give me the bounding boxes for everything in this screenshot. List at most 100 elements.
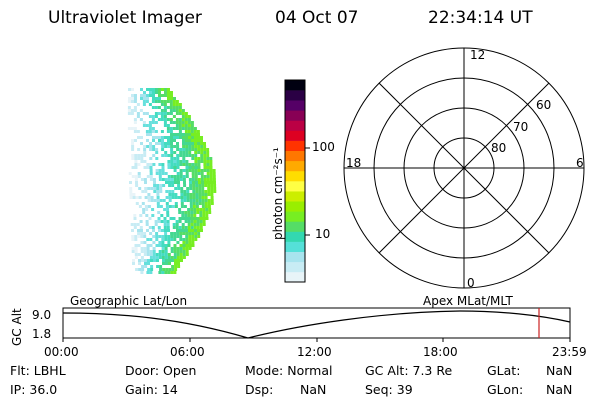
- aurora-pixel: [176, 163, 180, 166]
- aurora-pixel: [178, 118, 182, 121]
- aurora-pixel: [171, 265, 175, 268]
- aurora-pixel: [191, 172, 195, 175]
- aurora-pixel: [172, 103, 176, 106]
- aurora-pixel: [182, 151, 186, 154]
- aurora-pixel: [159, 184, 163, 187]
- aurora-pixel: [184, 127, 188, 130]
- aurora-pixel: [161, 253, 165, 256]
- aurora-pixel: [203, 175, 207, 178]
- aurora-pixel: [204, 196, 208, 199]
- aurora-pixel: [156, 196, 160, 199]
- aurora-pixel: [185, 235, 189, 238]
- aurora-pixel: [149, 157, 153, 160]
- aurora-pixel: [156, 193, 160, 196]
- aurora-pixel: [140, 229, 143, 232]
- aurora-pixel: [156, 190, 160, 193]
- aurora-pixel: [186, 187, 190, 190]
- aurora-pixel: [156, 187, 160, 190]
- aurora-pixel: [182, 163, 186, 166]
- aurora-pixel: [134, 97, 137, 100]
- aurora-pixel: [205, 208, 209, 211]
- aurora-pixel: [168, 262, 171, 265]
- aurora-pixel: [198, 184, 202, 187]
- aurora-pixel: [173, 145, 177, 148]
- colorbar-segment: [285, 241, 305, 252]
- aurora-pixel: [159, 268, 163, 271]
- aurora-pixel: [194, 232, 198, 235]
- aurora-pixel: [191, 175, 195, 178]
- aurora-pixel: [205, 217, 209, 220]
- aurora-pixel: [166, 106, 170, 109]
- aurora-pixel: [192, 181, 195, 184]
- aurora-pixel: [204, 202, 208, 205]
- aurora-pixel: [175, 124, 179, 127]
- aurora-pixel: [168, 205, 172, 208]
- aurora-pixel: [187, 127, 191, 130]
- aurora-pixel: [191, 163, 195, 166]
- aurora-pixel: [187, 121, 191, 124]
- aurora-pixel: [158, 172, 162, 175]
- aurora-pixel: [166, 226, 170, 229]
- aurora-pixel: [191, 244, 195, 247]
- aurora-pixel: [176, 154, 180, 157]
- aurora-pixel: [141, 265, 145, 268]
- aurora-pixel: [179, 172, 183, 175]
- aurora-pixel: [161, 229, 164, 232]
- aurora-pixel: [195, 199, 199, 202]
- aurora-pixel: [146, 250, 150, 253]
- aurora-pixel: [194, 175, 198, 178]
- aurora-pixel: [170, 145, 174, 148]
- aurora-pixel: [160, 118, 164, 121]
- aurora-pixel: [139, 109, 143, 112]
- aurora-pixel: [184, 226, 188, 229]
- aurora-pixel: [210, 187, 214, 190]
- aurora-pixel: [158, 94, 161, 97]
- aurora-pixel: [154, 112, 158, 115]
- aurora-pixel: [196, 217, 200, 220]
- aurora-pixel: [170, 94, 173, 97]
- aurora-pixel: [173, 232, 177, 235]
- aurora-pixel: [149, 148, 153, 151]
- aurora-pixel: [170, 238, 174, 241]
- colorbar-segment: [285, 201, 305, 212]
- aurora-pixel: [131, 250, 135, 253]
- aurora-pixel: [174, 196, 178, 199]
- aurora-pixel: [152, 91, 155, 94]
- aurora-pixel: [202, 208, 206, 211]
- aurora-pixel: [149, 163, 153, 166]
- aurora-pixel: [169, 217, 173, 220]
- aurora-pixel: [197, 229, 200, 232]
- aurora-pixel: [133, 100, 137, 103]
- aurora-pixel: [155, 244, 159, 247]
- aurora-pixel: [194, 157, 198, 160]
- aurora-pixel: [172, 226, 176, 229]
- colorbar-segment: [285, 80, 305, 91]
- aurora-pixel: [128, 97, 131, 100]
- aurora-pixel: [138, 205, 142, 208]
- aurora-pixel: [191, 169, 195, 172]
- aurora-pixel: [180, 193, 184, 196]
- aurora-pixel: [169, 118, 173, 121]
- orbit-altitude-curve: [62, 310, 571, 339]
- aurora-pixel: [198, 196, 202, 199]
- ip-info: IP: 36.0: [10, 382, 58, 397]
- aurora-pixel: [194, 238, 198, 241]
- aurora-pixel: [149, 166, 153, 169]
- aurora-pixel: [180, 205, 184, 208]
- aurora-pixel: [185, 244, 189, 247]
- aurora-pixel: [201, 196, 205, 199]
- aurora-pixel: [135, 181, 138, 184]
- aurora-pixel: [182, 247, 186, 250]
- aurora-pixel: [140, 241, 144, 244]
- aurora-pixel: [161, 169, 165, 172]
- aurora-pixel: [149, 238, 153, 241]
- aurora-pixel: [200, 160, 204, 163]
- aurora-pixel: [149, 250, 153, 253]
- aurora-pixel: [154, 130, 158, 133]
- aurora-pixel: [158, 253, 162, 256]
- aurora-pixel: [181, 112, 185, 115]
- aurora-pixel: [139, 214, 143, 217]
- aurora-pixel: [161, 256, 165, 259]
- aurora-pixel: [188, 148, 192, 151]
- aurora-pixel: [160, 214, 164, 217]
